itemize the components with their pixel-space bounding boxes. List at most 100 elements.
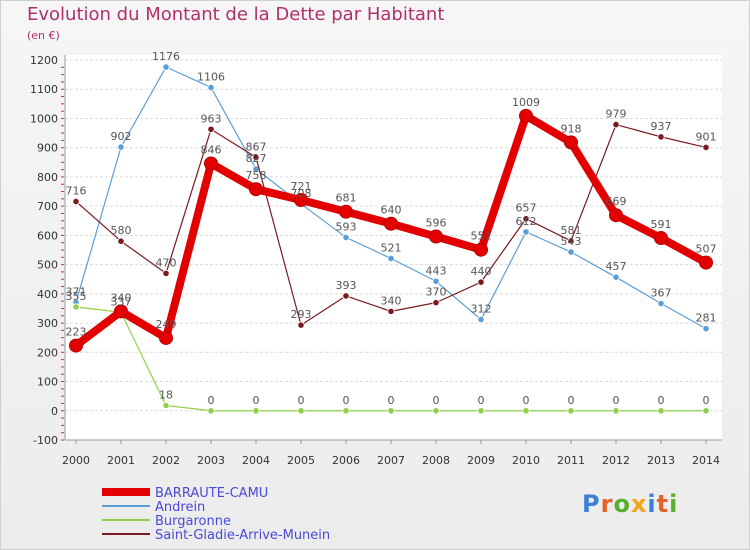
- data-label: 0: [658, 394, 665, 407]
- data-label: 337: [111, 295, 132, 308]
- data-label: 281: [696, 312, 717, 325]
- data-point: [252, 407, 260, 415]
- data-label: 581: [561, 224, 582, 237]
- data-point: [117, 143, 125, 151]
- x-tick-label: 2002: [152, 454, 180, 467]
- y-tick-label: 800: [37, 171, 58, 184]
- data-point: [162, 63, 170, 71]
- data-point: [432, 407, 440, 415]
- data-point: [69, 338, 83, 353]
- data-point: [297, 321, 305, 329]
- data-label: 657: [516, 202, 537, 215]
- data-point: [477, 315, 485, 324]
- data-label: 457: [606, 260, 627, 273]
- data-point: [657, 133, 665, 141]
- x-tick-label: 2009: [467, 454, 495, 467]
- data-label: 681: [336, 192, 357, 205]
- data-point: [207, 125, 215, 133]
- x-tick-label: 2004: [242, 454, 270, 467]
- data-label: 551: [471, 230, 492, 243]
- data-label: 370: [426, 286, 447, 299]
- data-label: 355: [66, 290, 87, 303]
- data-point: [249, 182, 263, 197]
- y-tick-label: 500: [37, 259, 58, 272]
- data-point: [159, 330, 173, 345]
- data-point: [384, 216, 398, 231]
- data-label: 340: [111, 291, 132, 304]
- data-point: [567, 407, 575, 415]
- data-label: 0: [568, 394, 575, 407]
- data-label: 758: [246, 169, 267, 182]
- data-point: [657, 299, 665, 308]
- data-point: [342, 407, 350, 415]
- data-label: 371: [66, 285, 87, 298]
- data-point: [657, 407, 665, 415]
- logo-letter: t: [656, 490, 670, 518]
- data-label: 0: [298, 394, 305, 407]
- data-label: 249: [156, 318, 177, 331]
- x-tick-label: 2006: [332, 454, 360, 467]
- data-point: [162, 401, 170, 410]
- data-point: [162, 269, 170, 277]
- data-label: 979: [606, 108, 627, 121]
- data-point: [114, 304, 128, 319]
- data-point: [702, 407, 710, 415]
- x-tick-label: 2000: [62, 454, 90, 467]
- data-point: [432, 277, 440, 285]
- data-label: 827: [246, 152, 267, 165]
- data-point: [477, 278, 485, 286]
- data-point: [519, 108, 533, 123]
- y-tick-label: 300: [37, 317, 58, 330]
- x-tick-label: 2005: [287, 454, 315, 467]
- data-point: [609, 208, 623, 223]
- data-label: 18: [159, 389, 173, 402]
- data-point: [297, 407, 305, 415]
- data-point: [339, 204, 353, 219]
- data-point: [117, 237, 125, 245]
- y-tick-label: -100: [33, 434, 58, 447]
- y-tick-label: 0: [51, 405, 58, 418]
- x-tick-label: 2007: [377, 454, 405, 467]
- data-label: 0: [613, 394, 620, 407]
- data-label: 591: [651, 218, 672, 231]
- logo-letter: r: [600, 490, 614, 518]
- data-label: 1106: [197, 70, 225, 83]
- data-point: [702, 325, 710, 333]
- legend-label: Burgaronne: [155, 514, 231, 529]
- data-point: [342, 233, 350, 242]
- data-label: 340: [381, 294, 402, 307]
- data-point: [387, 307, 395, 315]
- data-label: 721: [291, 180, 312, 193]
- y-tick-label: 400: [37, 288, 58, 301]
- data-label: 596: [426, 217, 447, 230]
- data-label: 640: [381, 204, 402, 217]
- data-point: [294, 193, 308, 208]
- data-label: 612: [516, 215, 537, 228]
- x-tick-label: 2003: [197, 454, 225, 467]
- y-tick-label: 1100: [30, 83, 58, 96]
- x-tick-label: 2014: [692, 454, 720, 467]
- data-label: 223: [66, 326, 87, 339]
- x-tick-label: 2010: [512, 454, 540, 467]
- data-label: 0: [523, 394, 530, 407]
- x-tick-label: 2008: [422, 454, 450, 467]
- data-point: [387, 407, 395, 415]
- logo-letter: i: [647, 490, 657, 518]
- data-label: 716: [66, 184, 87, 197]
- x-tick-label: 2013: [647, 454, 675, 467]
- y-tick-label: 200: [37, 346, 58, 359]
- data-point: [612, 407, 620, 415]
- data-point: [204, 156, 218, 171]
- y-tick-label: 1000: [30, 112, 58, 125]
- data-point: [207, 83, 215, 92]
- data-label: 0: [208, 394, 215, 407]
- data-label: 1009: [512, 96, 540, 109]
- data-label: 0: [253, 394, 260, 407]
- data-label: 867: [246, 140, 267, 153]
- data-label: 918: [561, 122, 582, 135]
- data-label: 937: [651, 120, 672, 133]
- data-label: 901: [696, 130, 717, 143]
- chart-title: Evolution du Montant de la Dette par Hab…: [27, 4, 445, 25]
- data-point: [567, 248, 575, 256]
- data-label: 0: [343, 394, 350, 407]
